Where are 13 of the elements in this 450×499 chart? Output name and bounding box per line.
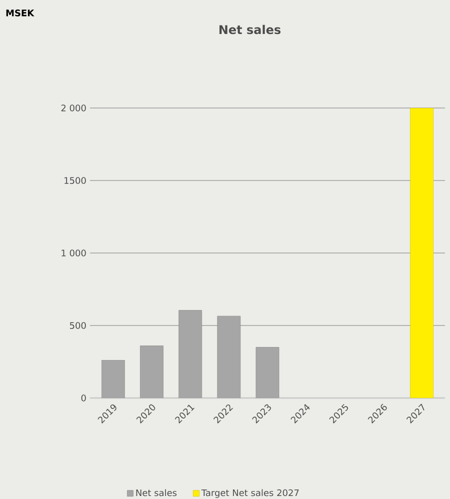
bar <box>101 360 125 398</box>
y-tick-label: 1 000 <box>62 250 86 256</box>
y-tick-label: 500 <box>70 322 86 329</box>
legend-label: Net sales <box>136 489 177 496</box>
y-tick-label: 0 <box>81 394 86 402</box>
y-tick-label: 2 000 <box>61 104 86 112</box>
y-tick-label: 1500 <box>64 177 86 184</box>
bar <box>140 346 164 398</box>
legend-label: Target Net sales 2027 <box>201 489 299 498</box>
chart-title: Net sales <box>219 24 281 34</box>
bar <box>410 108 434 398</box>
text: MSEK <box>6 10 34 16</box>
bar <box>256 347 280 398</box>
